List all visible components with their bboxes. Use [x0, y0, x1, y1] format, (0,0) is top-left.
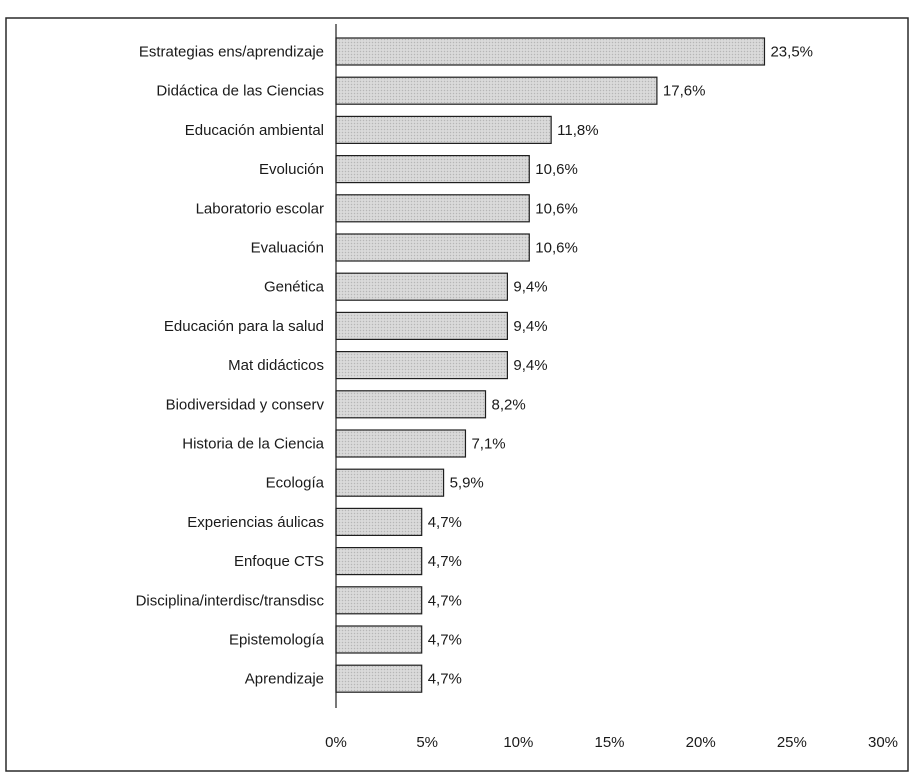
- chart-frame: [5, 17, 909, 772]
- category-label-12: Ecología: [266, 475, 325, 492]
- value-label-7: 9,4%: [513, 279, 547, 296]
- value-label-6: 10,6%: [535, 240, 578, 257]
- category-labels-layer: Estrategias ens/aprendizaje Didáctica de …: [136, 44, 325, 688]
- value-label-13: 4,7%: [428, 514, 462, 531]
- category-label-8: Educación para la salud: [164, 318, 324, 335]
- value-label-12: 5,9%: [450, 475, 484, 492]
- value-label-1: 23,5%: [770, 44, 813, 61]
- value-label-15: 4,7%: [428, 592, 462, 609]
- value-label-5: 10,6%: [535, 200, 578, 217]
- value-labels-layer: 23,5% 17,6% 11,8% 10,6% 10,6% 10,6% 9,4% 9,4% 9,…: [428, 44, 813, 688]
- x-tick-label-7: 30%: [868, 734, 898, 751]
- category-label-2: Didáctica de las Ciencias: [156, 83, 324, 100]
- category-label-6: Evaluación: [251, 240, 324, 257]
- x-tick-label-6: 25%: [777, 734, 807, 751]
- value-label-16: 4,7%: [428, 632, 462, 649]
- category-label-3: Educación ambiental: [185, 122, 324, 139]
- category-label-14: Enfoque CTS: [234, 553, 324, 570]
- bar-2: [335, 76, 658, 105]
- value-label-14: 4,7%: [428, 553, 462, 570]
- category-label-4: Evolución: [259, 161, 324, 178]
- category-label-5: Laboratorio escolar: [196, 200, 324, 217]
- category-label-10: Biodiversidad y conserv: [166, 396, 325, 413]
- category-label-15: Disciplina/interdisc/transdisc: [136, 592, 325, 609]
- value-label-8: 9,4%: [513, 318, 547, 335]
- category-label-11: Historia de la Ciencia: [182, 436, 324, 453]
- value-label-9: 9,4%: [513, 357, 547, 374]
- category-label-7: Genética: [264, 279, 325, 296]
- x-tick-label-4: 15%: [594, 734, 624, 751]
- x-tick-label-2: 5%: [416, 734, 438, 751]
- x-axis: 0% 5% 10% 15% 20% 25% 30%: [325, 24, 898, 751]
- value-label-4: 10,6%: [535, 161, 578, 178]
- bar-16: [335, 625, 423, 654]
- category-label-1: Estrategias ens/aprendizaje: [139, 44, 324, 61]
- bar-12: [335, 468, 445, 497]
- bar-14: [335, 546, 423, 576]
- bar-8: [335, 311, 508, 340]
- bar-11: [335, 429, 467, 458]
- bar-9: [335, 351, 508, 380]
- category-label-16: Epistemología: [229, 632, 325, 649]
- bars-layer: [335, 37, 766, 693]
- value-label-3: 11,8%: [557, 122, 598, 139]
- bar-5: [335, 194, 530, 223]
- bar-4: [335, 155, 530, 184]
- bar-17: [335, 664, 423, 693]
- bar-1: [335, 37, 766, 66]
- bar-15: [335, 586, 423, 615]
- bar-13: [335, 507, 423, 536]
- value-label-10: 8,2%: [492, 396, 526, 413]
- category-label-9: Mat didácticos: [228, 357, 324, 374]
- x-tick-label-5: 20%: [686, 734, 716, 751]
- bar-10: [335, 390, 487, 419]
- category-label-13: Experiencias áulicas: [187, 514, 324, 531]
- bar-6: [335, 233, 530, 262]
- bar-7: [335, 272, 508, 301]
- category-label-17: Aprendizaje: [245, 671, 324, 688]
- value-label-2: 17,6%: [663, 83, 706, 100]
- x-tick-label-1: 0%: [325, 734, 347, 751]
- value-label-11: 7,1%: [471, 436, 505, 453]
- value-label-17: 4,7%: [428, 671, 462, 688]
- bar-3: [335, 115, 552, 145]
- x-tick-label-3: 10%: [503, 734, 533, 751]
